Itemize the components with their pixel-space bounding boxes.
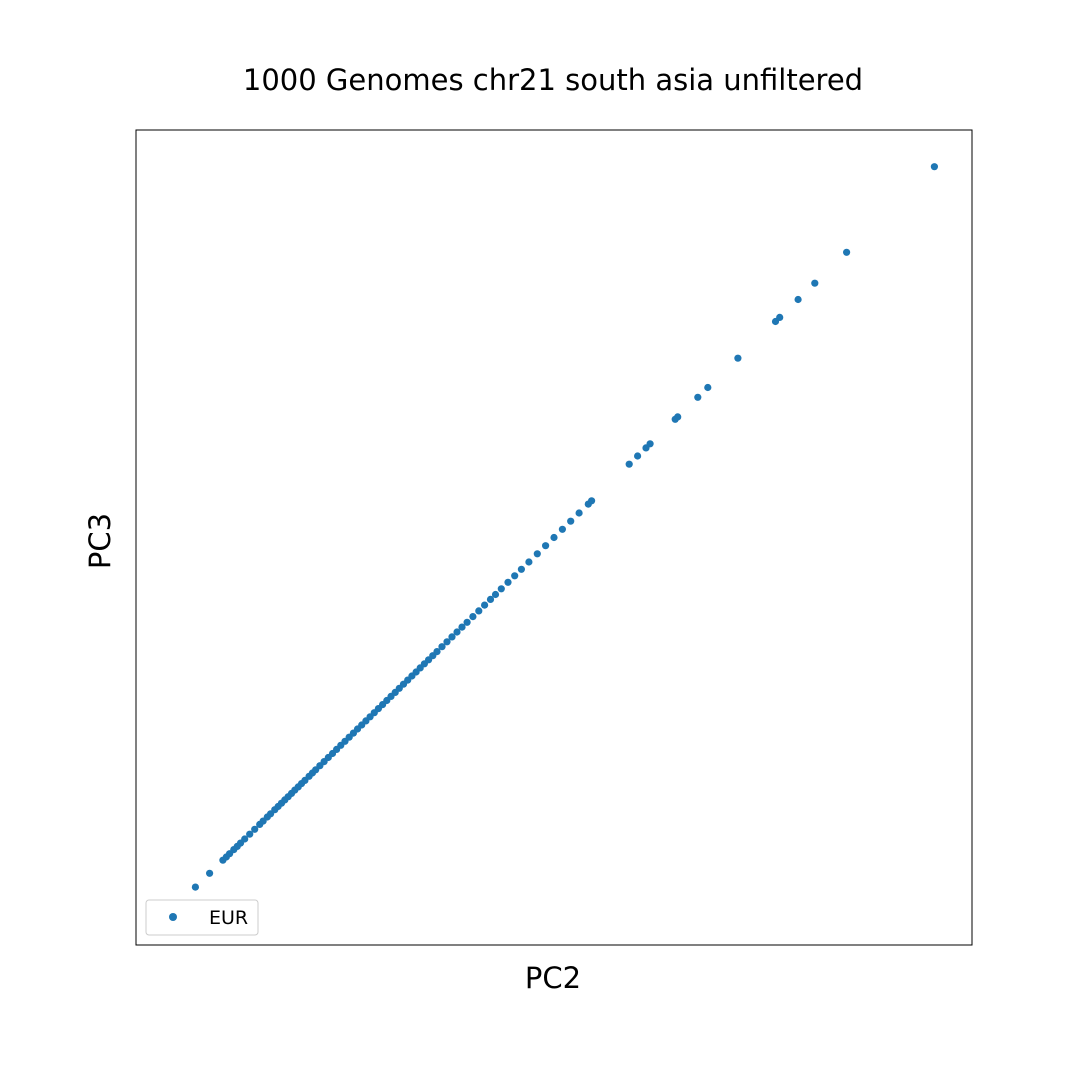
data-point <box>448 633 456 641</box>
data-point <box>475 607 483 615</box>
data-point <box>491 590 500 599</box>
data-point <box>588 497 596 505</box>
data-point <box>251 825 259 833</box>
x-axis-label: PC2 <box>525 961 581 995</box>
legend-frame <box>145 899 259 936</box>
data-point <box>625 460 633 468</box>
data-point <box>438 643 446 651</box>
data-point <box>674 413 682 421</box>
legend: EUR <box>145 899 259 936</box>
y-axis-label: PC3 <box>83 513 117 569</box>
data-point <box>843 248 851 256</box>
data-point <box>694 393 702 401</box>
data-point <box>504 578 512 586</box>
data-point <box>497 585 505 593</box>
data-point <box>567 517 575 525</box>
data-point <box>453 628 461 636</box>
data-point <box>469 613 477 621</box>
data-point <box>794 295 802 304</box>
data-point <box>575 509 583 517</box>
chart-title: 1000 Genomes chr21 south asia unfiltered <box>243 63 863 97</box>
data-point <box>558 525 567 533</box>
data-point <box>776 313 784 321</box>
data-point <box>458 623 466 631</box>
data-point <box>481 601 489 609</box>
data-point <box>241 835 249 843</box>
legend-marker-eur <box>169 913 177 921</box>
points-layer <box>171 163 939 912</box>
data-point <box>443 638 451 646</box>
data-point <box>930 163 939 171</box>
data-point <box>246 830 254 838</box>
data-point <box>206 869 214 877</box>
data-point <box>646 440 654 448</box>
data-point <box>511 572 519 580</box>
data-point <box>634 452 642 460</box>
data-point <box>486 595 495 604</box>
data-point <box>734 354 742 362</box>
data-point <box>811 279 819 287</box>
data-point <box>191 883 199 891</box>
data-point <box>550 533 558 542</box>
data-point <box>463 618 471 626</box>
data-point <box>517 565 526 573</box>
data-point <box>433 648 441 656</box>
data-point <box>533 550 541 558</box>
plot-area <box>135 129 973 946</box>
data-point <box>542 542 550 550</box>
data-point <box>704 383 712 392</box>
legend-label-eur: EUR <box>209 907 248 929</box>
data-point <box>525 558 533 566</box>
